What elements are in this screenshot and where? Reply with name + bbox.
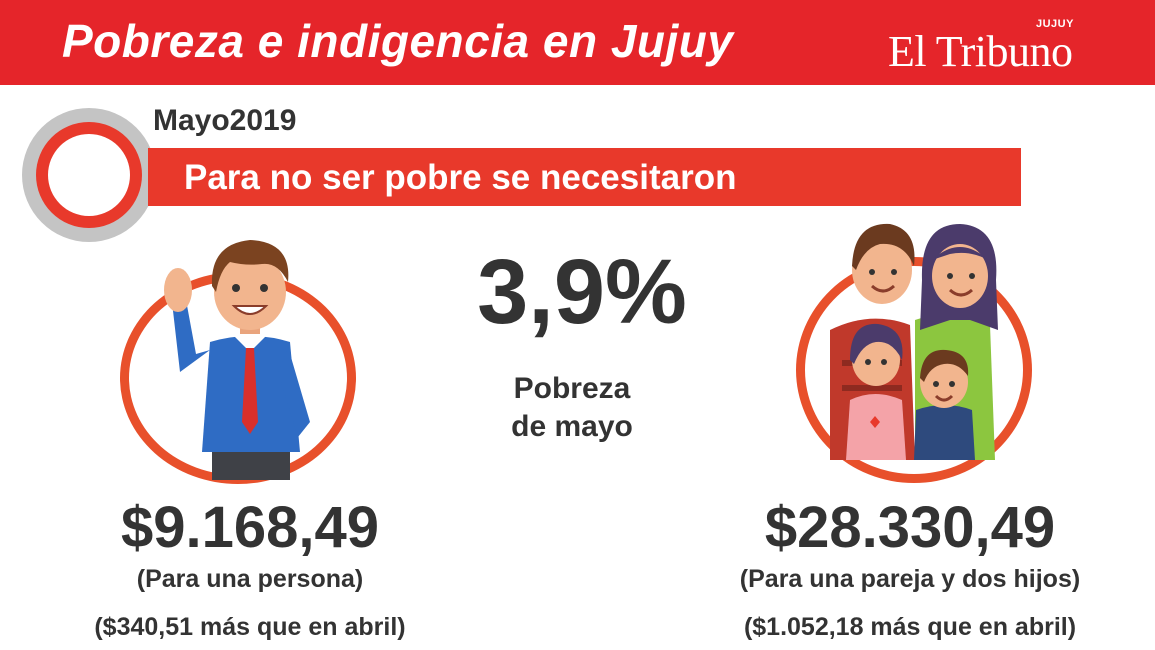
family-amount: $28.330,49 (764, 495, 1056, 560)
single-change: ($340,51 más que en abril) (94, 613, 406, 641)
poverty-caption-line1: Pobreza (513, 372, 631, 405)
brand-name: El Tribuno (888, 27, 1073, 76)
header-bar: Pobreza e indigencia en Jujuy JUJUY El T… (0, 0, 1155, 85)
single-label: (Para una persona) (136, 565, 364, 593)
man-waving-icon (164, 240, 310, 480)
poverty-caption: Pobreza de mayo (472, 370, 672, 446)
family-icon (830, 223, 998, 460)
banner-text: Para no ser pobre se necesitaron (184, 158, 737, 197)
single-amount: $9.168,49 (120, 495, 380, 560)
ring-decoration-inner (48, 134, 130, 216)
family-label: (Para una pareja y dos hijos) (739, 565, 1081, 593)
poverty-caption-line2: de mayo (511, 410, 633, 443)
period-label: Mayo2019 (153, 104, 297, 137)
page-title: Pobreza e indigencia en Jujuy (62, 15, 734, 67)
subtitle-banner: Para no ser pobre se necesitaron (148, 148, 1021, 206)
poverty-percent: 3,9% (477, 241, 687, 343)
brand-logo: JUJUY El Tribuno (888, 18, 1138, 78)
family-change: ($1.052,18 más que en abril) (743, 613, 1077, 641)
brand-region: JUJUY (1036, 18, 1074, 30)
